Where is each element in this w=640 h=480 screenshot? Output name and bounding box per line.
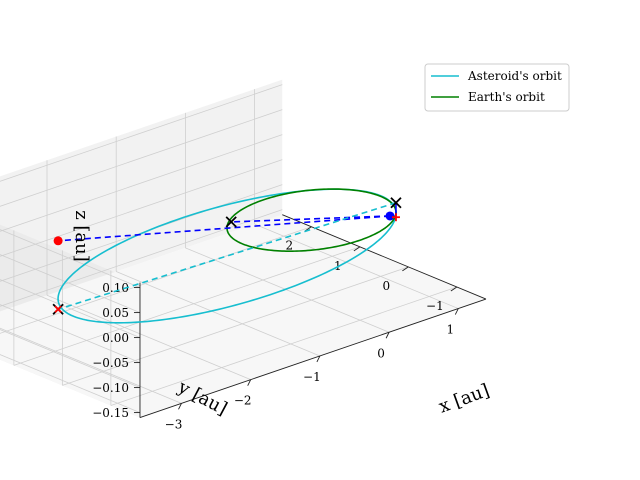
marker-red-x-at-aphelion [54,305,62,313]
y-tick-label: 2 [286,239,294,253]
grid-line-x-floor [46,294,251,381]
y-tick-mark [305,226,312,232]
marker-red-plus [391,213,400,222]
marker-black-x-on-Earth-orbit-b [225,216,237,228]
z-tick-label: 0.00 [102,331,129,345]
marker-red-x-at-aphelion-b [54,305,62,313]
y-tick-label: 0 [383,279,391,293]
x-tick-mark [454,308,459,315]
grid-line-z-side [0,229,141,288]
grid-line-x-floor [0,327,182,404]
plot-series [57,188,397,324]
x-tick-label: 1 [446,323,454,337]
grid-line-z-side [0,304,141,363]
grid-line-z-side [0,354,141,413]
legend-frame [424,63,570,112]
marker-black-x-on-Earth-orbit [225,216,237,228]
grid-line-y-floor [110,286,458,406]
axes-grid [0,84,459,413]
grid-line-z-back [0,134,283,232]
pane-floor-xy [0,214,486,418]
x-tick-label: −3 [165,417,183,431]
grid-line-y-floor [62,266,409,386]
z-tick-label: −0.10 [92,381,129,395]
y-tick-mark [402,266,409,272]
marker-blue-dot [385,211,395,221]
x-tick-mark [178,403,182,410]
grid-line-x-floor [254,223,459,309]
grid-line-y-floor [13,246,361,366]
legend-label-earth: Earth's orbit [468,90,545,104]
legend-label-asteroid: Asteroid's orbit [467,69,562,83]
marker-red-dot [53,236,63,246]
grid-line-y-floor [0,226,312,334]
connector-line-1 [231,215,391,223]
x-tick-mark [247,379,252,386]
marker-black-x-near-perihelion [390,197,402,209]
grid-line-z-side [0,279,141,338]
z-axis-label: z [au] [71,210,92,262]
z-tick-label: −0.15 [92,406,129,420]
x-tick-mark [385,332,390,339]
grid-line-z-back [0,209,283,307]
axes-spines [139,214,487,419]
grid-line-z-side [0,329,141,388]
x-axis-spine [139,298,487,419]
marker-black-x-near-perihelion-b [390,197,402,209]
z-tick-label: 0.10 [102,281,129,295]
y-axis-spine [282,214,487,300]
plot-markers [52,197,402,315]
grid-line-x-floor [185,247,390,333]
x-tick-label: −1 [303,370,321,384]
z-tick-label: 0.05 [102,306,129,320]
y-tick-mark [450,286,458,292]
x-tick-label: −2 [234,394,252,408]
z-tick-label: −0.05 [92,356,129,370]
grid-line-z-side [0,254,141,313]
x-axis-label: x [au] [436,380,492,418]
grid-line-x-floor [116,271,321,357]
grid-line-z-back [0,84,283,182]
y-tick-label: −1 [426,299,444,313]
x-tick-mark [316,355,321,363]
earth-orbit-line [226,188,397,252]
connector-line-0 [58,215,391,242]
grid-line-z-back [0,109,283,207]
grid-line-z-back [0,159,283,257]
y-tick-mark [353,246,361,252]
grid-line-z-back [0,184,283,282]
connector-line-2 [57,201,397,311]
legend: Asteroid's orbit Earth's orbit [424,63,570,112]
pane-back-xz [0,79,283,312]
x-tick-label: 0 [377,346,385,360]
